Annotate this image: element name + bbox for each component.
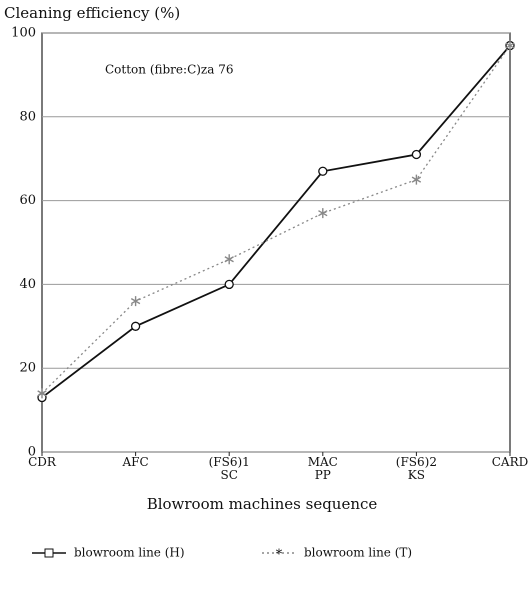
y-tick-label: 80: [19, 109, 36, 124]
point: [505, 40, 515, 51]
y-tick-label: 60: [19, 193, 36, 208]
point: [411, 149, 422, 160]
x-tick-label: (FS6)1 SC: [208, 455, 250, 482]
annotation: Cotton (fibre:C)za 76: [105, 63, 234, 77]
x-axis-label: Blowroom machines sequence: [147, 495, 378, 513]
x-tick-label: CARD: [491, 455, 529, 469]
y-tick-label: 40: [19, 277, 36, 292]
x-tick-label: MAC PP: [307, 455, 338, 482]
legend-label: blowroom line (T): [304, 546, 412, 560]
legend-marker: *: [276, 548, 283, 563]
point: [411, 174, 422, 185]
plot-frame: [41, 32, 511, 453]
legend-label: blowroom line (H): [74, 546, 185, 560]
x-tick-label: CDR: [28, 455, 56, 469]
y-tick-label: 20: [19, 361, 36, 376]
point: [37, 388, 47, 399]
chart-title: Cleaning efficiency (%): [4, 4, 180, 22]
legend-marker: [44, 548, 54, 558]
x-tick-label: AFC: [122, 455, 149, 469]
point: [318, 166, 328, 176]
point: [130, 296, 141, 307]
series-line: [41, 44, 511, 399]
series-line: [41, 45, 511, 394]
point: [224, 279, 234, 290]
point: [130, 321, 141, 331]
point: [318, 208, 328, 219]
y-tick-label: 0: [28, 445, 36, 460]
x-tick-label: (FS6)2 KS: [395, 455, 437, 482]
point: [224, 254, 234, 265]
y-tick-label: 100: [11, 26, 36, 41]
